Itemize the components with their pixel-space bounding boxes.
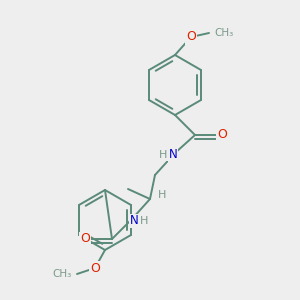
Text: N: N bbox=[130, 214, 138, 227]
Text: O: O bbox=[80, 232, 90, 245]
Text: H: H bbox=[158, 190, 166, 200]
Text: N: N bbox=[169, 148, 177, 161]
Text: H: H bbox=[140, 216, 148, 226]
Text: O: O bbox=[186, 31, 196, 44]
Text: H: H bbox=[159, 150, 167, 160]
Text: O: O bbox=[217, 128, 227, 142]
Text: CH₃: CH₃ bbox=[214, 28, 233, 38]
Text: O: O bbox=[90, 262, 100, 275]
Text: CH₃: CH₃ bbox=[53, 269, 72, 279]
